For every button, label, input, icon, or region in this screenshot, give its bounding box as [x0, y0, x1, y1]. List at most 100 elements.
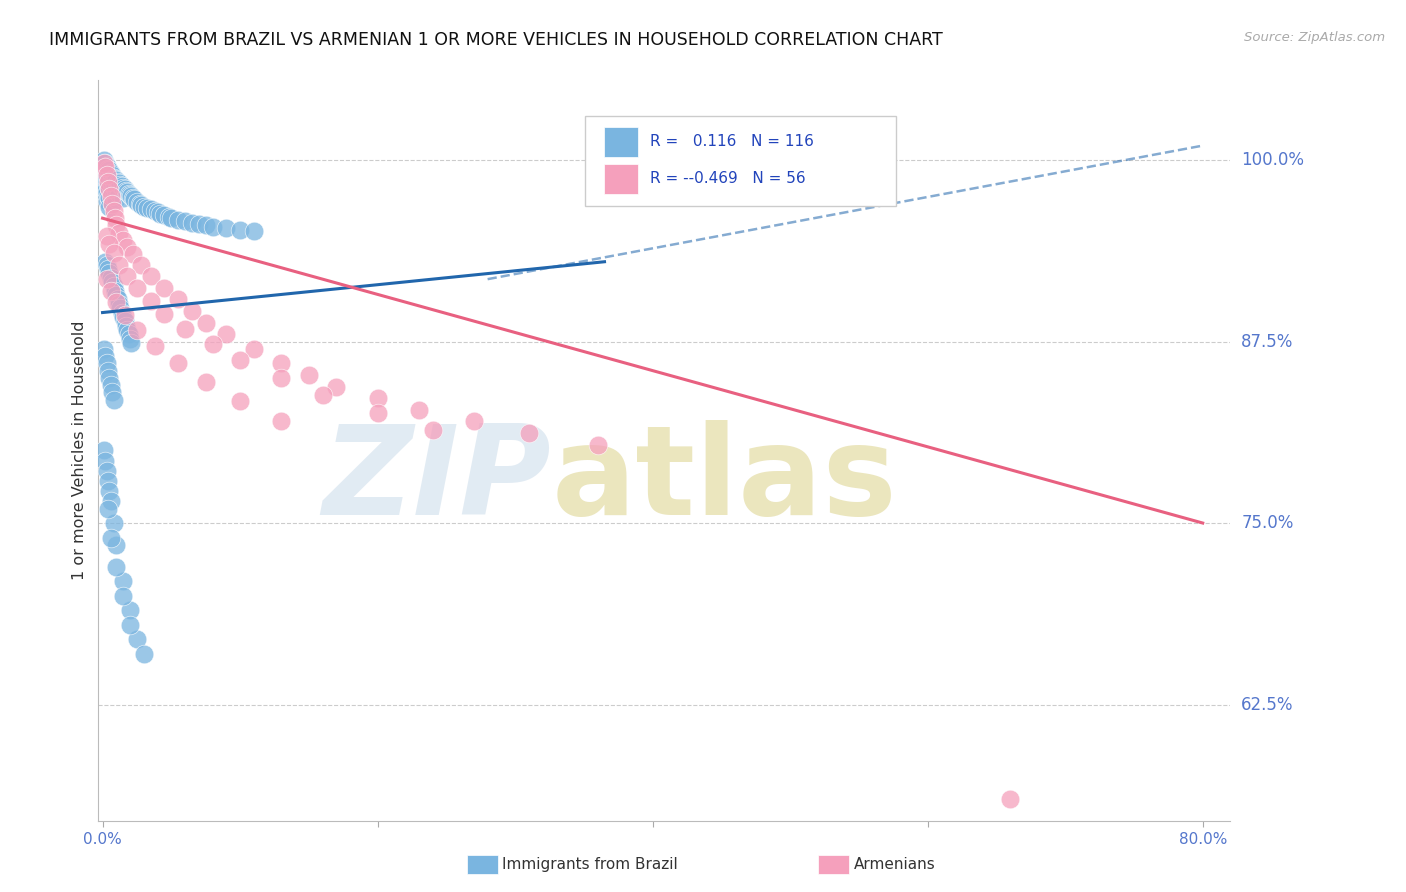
Point — [101, 275, 124, 289]
Point — [96, 258, 118, 272]
Point — [121, 191, 143, 205]
Point — [100, 270, 122, 285]
Point — [100, 166, 122, 180]
Text: R = --0.469   N = 56: R = --0.469 N = 56 — [650, 171, 806, 186]
Point — [93, 342, 115, 356]
Point — [94, 163, 117, 178]
Point — [422, 423, 444, 437]
Point — [408, 402, 430, 417]
Point — [101, 196, 124, 211]
Point — [103, 189, 125, 203]
Point — [112, 191, 135, 205]
Point — [187, 217, 209, 231]
Point — [117, 240, 139, 254]
Point — [97, 363, 120, 377]
Point — [94, 349, 117, 363]
Point — [112, 233, 135, 247]
Point — [229, 223, 252, 237]
Point — [94, 453, 117, 467]
Y-axis label: 1 or more Vehicles in Household: 1 or more Vehicles in Household — [72, 321, 87, 580]
Point — [132, 647, 155, 661]
Point — [103, 170, 125, 185]
Point — [108, 186, 131, 201]
Point — [132, 200, 155, 214]
Point — [103, 203, 125, 218]
Point — [97, 262, 120, 277]
Point — [143, 339, 166, 353]
Point — [128, 196, 150, 211]
Point — [97, 161, 120, 176]
Point — [143, 203, 166, 218]
Point — [129, 258, 152, 272]
Point — [93, 168, 115, 182]
Point — [96, 166, 118, 180]
Point — [111, 179, 134, 194]
Point — [97, 474, 120, 488]
Point — [115, 318, 138, 333]
Point — [229, 394, 252, 409]
Point — [103, 516, 125, 530]
Point — [93, 153, 115, 168]
Point — [117, 323, 139, 337]
Point — [118, 186, 141, 201]
Point — [97, 189, 120, 203]
Point — [103, 246, 125, 260]
Text: 87.5%: 87.5% — [1241, 333, 1294, 351]
Point — [96, 464, 118, 478]
Point — [174, 214, 197, 228]
Point — [98, 266, 121, 280]
Point — [325, 379, 347, 393]
Text: atlas: atlas — [551, 419, 897, 541]
Point — [100, 284, 122, 298]
Point — [311, 388, 333, 402]
Point — [94, 254, 117, 268]
Point — [112, 310, 135, 324]
Point — [100, 494, 122, 508]
Text: 62.5%: 62.5% — [1241, 696, 1294, 714]
Text: 100.0%: 100.0% — [1241, 151, 1305, 169]
Point — [243, 224, 266, 238]
Point — [101, 186, 124, 201]
Point — [93, 185, 115, 199]
Point — [108, 297, 131, 311]
Point — [98, 371, 121, 385]
Point — [94, 172, 117, 186]
Point — [125, 632, 148, 647]
Point — [118, 332, 141, 346]
Point — [112, 574, 135, 588]
Point — [129, 198, 152, 212]
Point — [243, 342, 266, 356]
Point — [998, 792, 1021, 806]
Point — [105, 295, 128, 310]
Point — [118, 617, 141, 632]
Point — [201, 219, 224, 234]
Point — [146, 205, 169, 219]
Point — [586, 437, 609, 451]
Point — [194, 219, 217, 233]
Point — [93, 161, 115, 175]
Point — [94, 161, 117, 175]
Bar — [605, 164, 638, 194]
Point — [112, 180, 135, 194]
Point — [104, 172, 127, 186]
Point — [367, 406, 389, 420]
Point — [103, 392, 125, 407]
Point — [98, 182, 121, 196]
Point — [94, 156, 117, 170]
Point — [167, 212, 190, 227]
Point — [96, 228, 118, 243]
Point — [96, 272, 118, 286]
Point — [100, 378, 122, 392]
Point — [98, 163, 121, 178]
Point — [201, 337, 224, 351]
Point — [153, 208, 176, 222]
Point — [104, 211, 127, 226]
Text: Source: ZipAtlas.com: Source: ZipAtlas.com — [1244, 31, 1385, 45]
Point — [118, 327, 141, 342]
Text: Immigrants from Brazil: Immigrants from Brazil — [502, 857, 678, 871]
Point — [101, 385, 124, 400]
Point — [117, 269, 139, 284]
Point — [94, 182, 117, 196]
Point — [104, 284, 127, 298]
Point — [104, 180, 127, 194]
